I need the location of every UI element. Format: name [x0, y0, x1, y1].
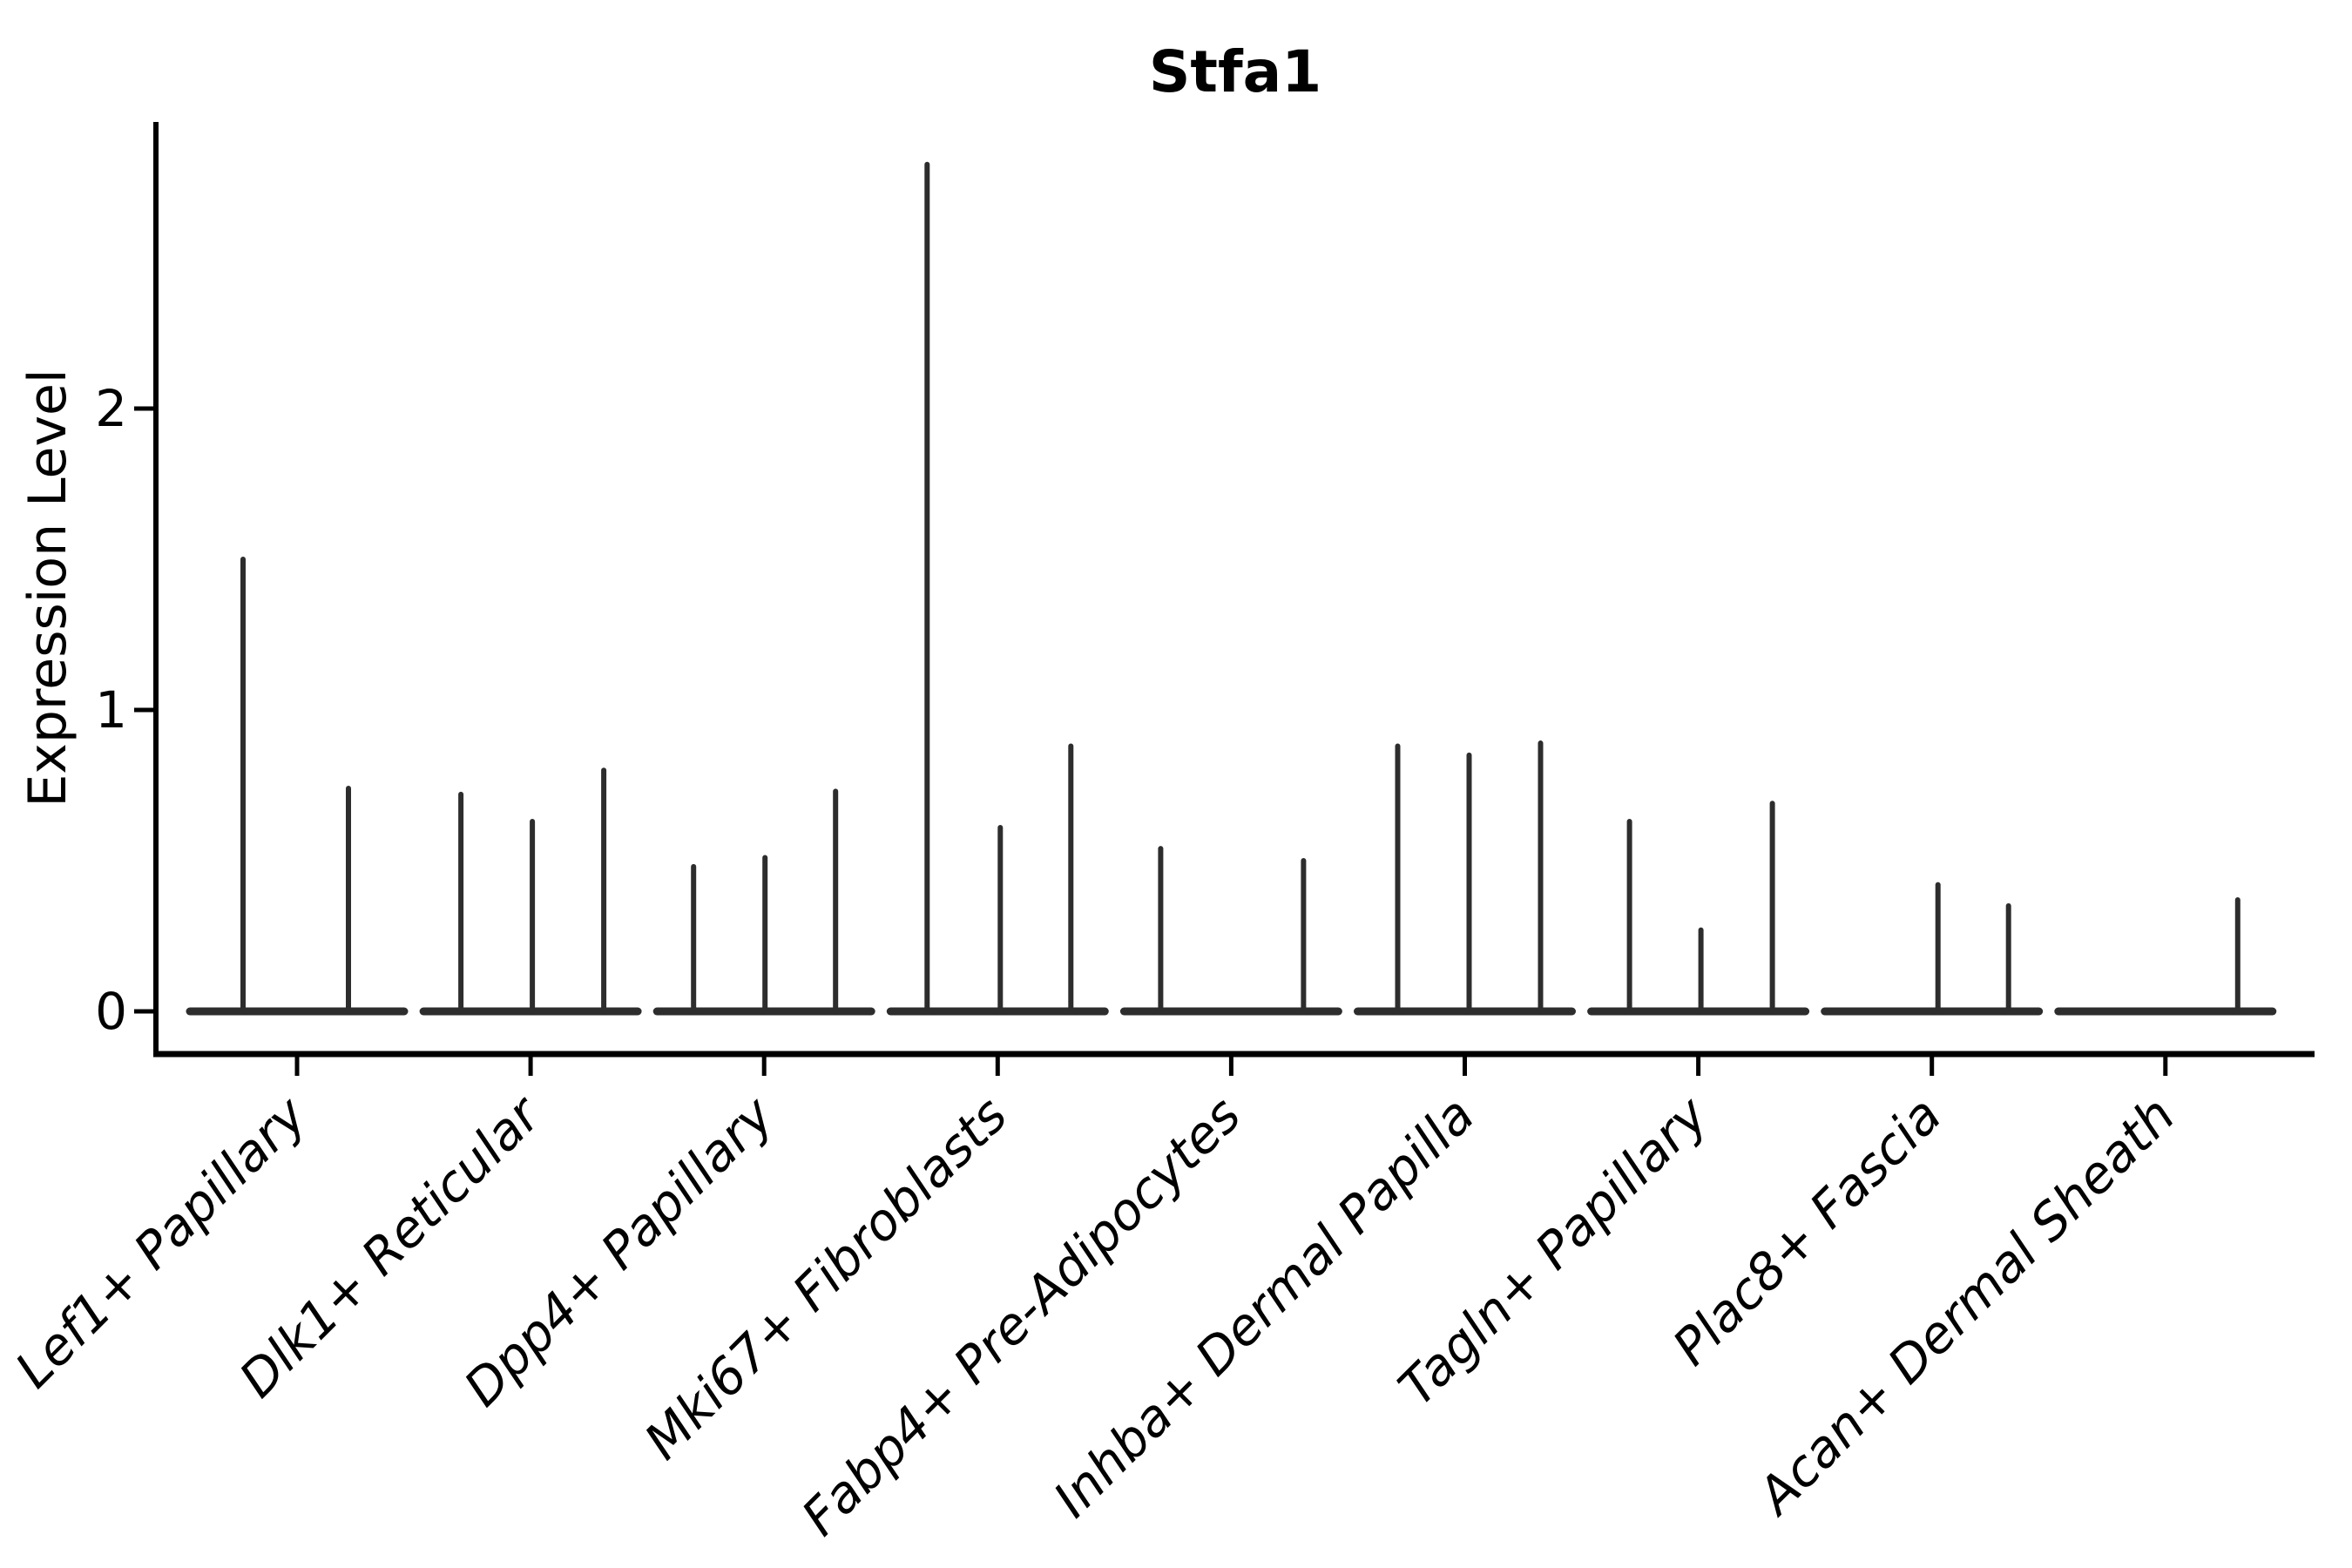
- violin-group: [2054, 896, 2277, 1076]
- violins-layer: [186, 161, 2277, 1076]
- violin-group: [1354, 740, 1576, 1076]
- violin-group: [1821, 882, 2044, 1076]
- violin-group: [419, 767, 642, 1076]
- x-category-label: Fabp4+ Pre-Adipocytes: [790, 1085, 1252, 1547]
- x-category-label: Acan+ Dermal Sheath: [1744, 1085, 2186, 1528]
- y-tick-label: 2: [95, 379, 127, 438]
- violin-group: [1119, 846, 1342, 1076]
- violin-group: [1587, 801, 1810, 1076]
- y-tick-label: 0: [95, 982, 127, 1041]
- violin-group: [886, 161, 1109, 1076]
- x-category-label: Inhba+ Dermal Papilla: [1042, 1085, 1485, 1529]
- y-tick-label: 1: [95, 680, 127, 740]
- y-axis-label: Expression Level: [17, 368, 78, 807]
- violin-group: [652, 788, 875, 1076]
- axes: 0 1 2: [95, 122, 2315, 1058]
- chart-title: Stfa1: [1149, 38, 1321, 105]
- violin-group: [186, 557, 409, 1076]
